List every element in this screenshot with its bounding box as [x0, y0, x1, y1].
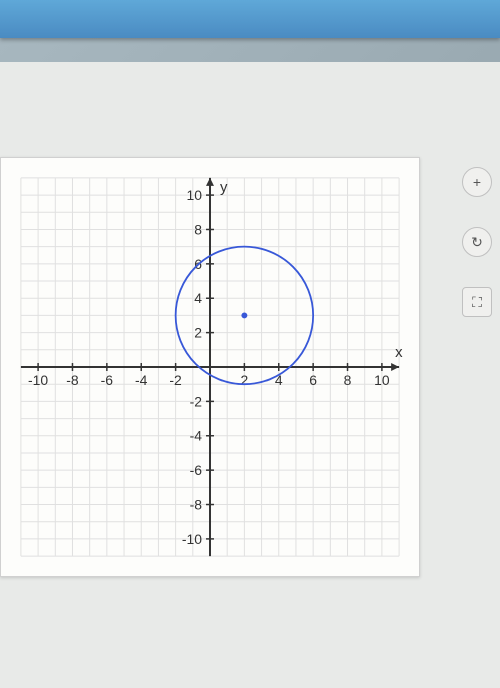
- svg-text:10: 10: [187, 187, 203, 203]
- content-area: -10-8-6-4-2246810-10-8-6-4-2246810 xy + …: [0, 62, 500, 688]
- coordinate-chart: -10-8-6-4-2246810-10-8-6-4-2246810 xy: [1, 158, 419, 576]
- svg-text:-2: -2: [190, 393, 203, 409]
- svg-text:2: 2: [241, 372, 249, 388]
- zoom-in-button[interactable]: +: [462, 167, 492, 197]
- expand-button[interactable]: ⛶: [462, 287, 492, 317]
- svg-text:-10: -10: [182, 531, 202, 547]
- svg-text:-4: -4: [135, 372, 148, 388]
- axes: [21, 178, 399, 556]
- svg-text:8: 8: [194, 221, 202, 237]
- expand-icon: ⛶: [472, 294, 482, 311]
- svg-text:10: 10: [374, 372, 390, 388]
- svg-text:-8: -8: [66, 372, 79, 388]
- chart-panel: -10-8-6-4-2246810-10-8-6-4-2246810 xy: [0, 157, 420, 577]
- refresh-button[interactable]: ↻: [462, 227, 492, 257]
- app-top-bar: [0, 0, 500, 38]
- svg-text:-8: -8: [190, 497, 203, 513]
- svg-text:4: 4: [194, 290, 202, 306]
- svg-text:y: y: [220, 179, 228, 196]
- svg-text:-10: -10: [28, 372, 48, 388]
- svg-text:-6: -6: [190, 462, 203, 478]
- refresh-icon: ↻: [471, 234, 483, 251]
- svg-text:8: 8: [344, 372, 352, 388]
- svg-text:6: 6: [309, 372, 317, 388]
- svg-text:x: x: [395, 344, 403, 361]
- side-toolbar: + ↻ ⛶: [462, 167, 492, 317]
- plus-icon: +: [473, 174, 481, 190]
- svg-text:2: 2: [194, 325, 202, 341]
- svg-text:-6: -6: [101, 372, 114, 388]
- svg-text:-4: -4: [190, 428, 203, 444]
- svg-text:-2: -2: [169, 372, 182, 388]
